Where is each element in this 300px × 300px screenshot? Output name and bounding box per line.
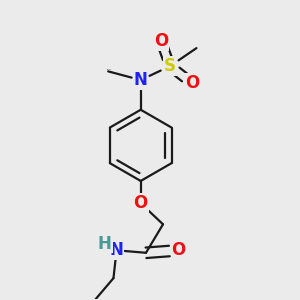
Text: S: S (164, 57, 176, 75)
Text: O: O (134, 194, 148, 212)
Text: O: O (171, 241, 186, 259)
Text: O: O (154, 32, 168, 50)
Text: methyl: methyl (107, 69, 112, 70)
Text: N: N (134, 71, 148, 89)
Text: N: N (110, 241, 124, 259)
Text: H: H (98, 235, 112, 253)
Text: O: O (185, 74, 199, 92)
